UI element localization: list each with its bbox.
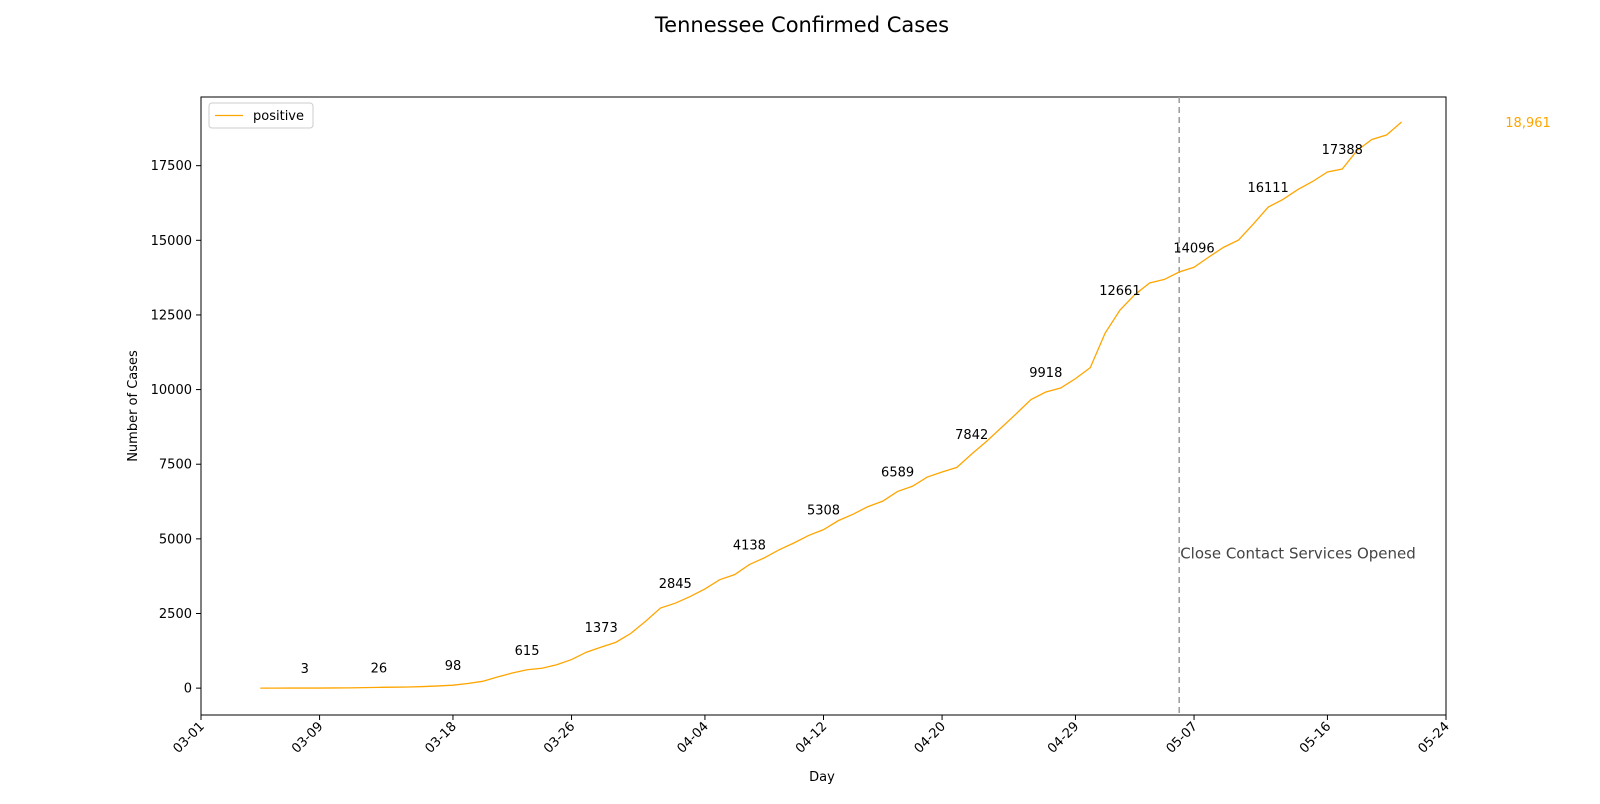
y-axis-ticks: 0 2500 5000 7500 10000 12500 15000 17500 (151, 159, 201, 697)
data-labels: 3 26 98 615 1373 2845 4138 5308 6589 7842 9918 1266… (301, 143, 1363, 677)
x-axis-label: Day (809, 770, 835, 785)
data-label: 9918 (1029, 366, 1062, 381)
y-tick-label: 12500 (151, 308, 192, 323)
data-label: 4138 (733, 539, 766, 554)
data-label: 26 (371, 661, 388, 676)
chart-title: Tennessee Confirmed Cases (654, 13, 949, 37)
y-tick-label: 2500 (159, 607, 192, 622)
data-label: 7842 (955, 428, 988, 443)
y-tick-label: 7500 (159, 458, 192, 473)
y-tick-label: 10000 (151, 383, 192, 398)
data-label: 17388 (1322, 143, 1363, 158)
data-label: 5308 (807, 504, 840, 519)
last-value-label: 18,961 (1505, 116, 1551, 131)
series-line-positive (260, 121, 1402, 689)
data-label: 98 (445, 659, 462, 674)
data-label: 1373 (585, 621, 618, 636)
y-tick-label: 17500 (151, 159, 192, 174)
data-label: 12661 (1099, 284, 1140, 299)
y-axis-label: Number of Cases (126, 350, 141, 462)
event-marker-label: Close Contact Services Opened (1180, 545, 1416, 563)
data-label: 2845 (659, 577, 692, 592)
data-label: 6589 (881, 465, 914, 480)
legend-entry-positive: positive (253, 109, 304, 124)
data-label: 615 (515, 644, 540, 659)
legend: positive (208, 102, 314, 129)
y-tick-label: 0 (184, 682, 192, 697)
y-tick-label: 5000 (159, 532, 192, 547)
legend-box (208, 102, 314, 129)
data-label: 14096 (1173, 241, 1214, 256)
data-label: 3 (301, 662, 309, 677)
data-label: 16111 (1247, 181, 1288, 196)
y-tick-label: 15000 (151, 234, 192, 249)
